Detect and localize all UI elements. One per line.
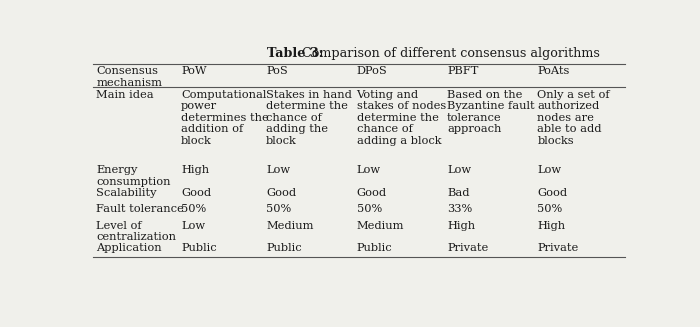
Text: Medium: Medium (356, 220, 404, 231)
Text: 33%: 33% (447, 204, 473, 214)
Text: Stakes in hand
determine the
chance of
adding the
block: Stakes in hand determine the chance of a… (266, 90, 352, 146)
Text: Public: Public (356, 243, 392, 253)
Text: Private: Private (447, 243, 488, 253)
Text: Medium: Medium (266, 220, 314, 231)
Text: 50%: 50% (266, 204, 291, 214)
Text: Voting and
stakes of nodes
determine the
chance of
adding a block: Voting and stakes of nodes determine the… (356, 90, 446, 146)
Text: Consensus
mechanism: Consensus mechanism (96, 66, 162, 88)
Text: Scalability: Scalability (96, 188, 157, 198)
Text: PoAts: PoAts (538, 66, 570, 77)
Text: Fault tolerance: Fault tolerance (96, 204, 184, 214)
Text: Low: Low (447, 165, 471, 175)
Text: Good: Good (538, 188, 568, 198)
Text: Table 3:: Table 3: (267, 47, 323, 60)
Text: Based on the
Byzantine fault
tolerance
approach: Based on the Byzantine fault tolerance a… (447, 90, 535, 134)
Text: Low: Low (181, 220, 205, 231)
Text: Low: Low (266, 165, 290, 175)
Text: Good: Good (266, 188, 296, 198)
Text: PoS: PoS (266, 66, 288, 77)
Text: 50%: 50% (356, 204, 382, 214)
Text: Low: Low (538, 165, 561, 175)
Text: Public: Public (181, 243, 217, 253)
Text: Public: Public (266, 243, 302, 253)
Text: High: High (538, 220, 566, 231)
Text: 50%: 50% (538, 204, 563, 214)
Text: 50%: 50% (181, 204, 206, 214)
Text: Private: Private (538, 243, 579, 253)
Text: DPoS: DPoS (356, 66, 387, 77)
Text: Good: Good (181, 188, 211, 198)
Text: Bad: Bad (447, 188, 470, 198)
Text: High: High (181, 165, 209, 175)
Text: High: High (447, 220, 475, 231)
Text: Good: Good (356, 188, 386, 198)
Text: PoW: PoW (181, 66, 206, 77)
Text: Main idea: Main idea (96, 90, 154, 100)
Text: Comparison of different consensus algorithms: Comparison of different consensus algori… (302, 47, 600, 60)
Text: Level of
centralization: Level of centralization (96, 220, 176, 242)
Text: Energy
consumption: Energy consumption (96, 165, 171, 187)
Text: Application: Application (96, 243, 162, 253)
Text: Low: Low (356, 165, 381, 175)
Text: Only a set of
authorized
nodes are
able to add
blocks: Only a set of authorized nodes are able … (538, 90, 610, 146)
Text: PBFT: PBFT (447, 66, 478, 77)
Text: Computational
power
determines the
addition of
block: Computational power determines the addit… (181, 90, 269, 146)
